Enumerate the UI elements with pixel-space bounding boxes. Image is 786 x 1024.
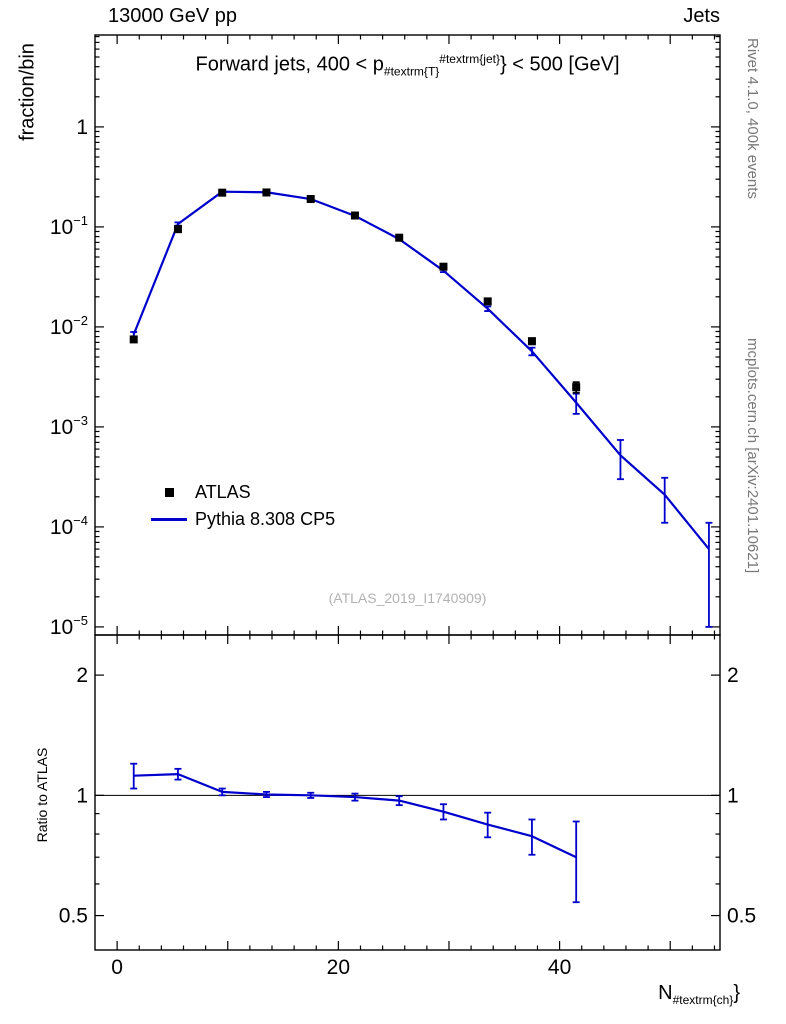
svg-text:40: 40 bbox=[548, 956, 571, 979]
svg-text:1: 1 bbox=[76, 116, 88, 139]
mc-line-marker-icon bbox=[151, 518, 187, 521]
x-axis-title-sub: #textrm{ch} bbox=[672, 993, 734, 1007]
legend-marker-cell bbox=[150, 518, 188, 521]
legend-label-mc: Pythia 8.308 CP5 bbox=[195, 509, 336, 529]
svg-text:10−2: 10−2 bbox=[50, 313, 88, 339]
plot-title: Forward jets, 400 < p#textrm{T}#textrm{j… bbox=[95, 52, 720, 79]
plot-title-suffix: } < 500 [GeV] bbox=[499, 53, 620, 76]
beam-energy-label: 13000 GeV pp bbox=[108, 5, 237, 27]
data-square-marker-icon bbox=[164, 488, 174, 497]
svg-text:1: 1 bbox=[76, 784, 88, 807]
analysis-topic-label: Jets bbox=[683, 5, 720, 27]
x-axis-title-text: N bbox=[658, 982, 673, 1004]
legend-marker-cell bbox=[150, 488, 188, 497]
svg-text:0.5: 0.5 bbox=[59, 905, 88, 928]
svg-text:10−4: 10−4 bbox=[50, 513, 88, 539]
legend-item-mc: Pythia 8.308 CP5 bbox=[150, 506, 335, 533]
svg-text:1: 1 bbox=[727, 784, 739, 807]
svg-text:10−1: 10−1 bbox=[50, 213, 88, 239]
analysis-id-watermark: (ATLAS_2019_I1740909) bbox=[328, 590, 487, 606]
plot-title-text: Forward jets, 400 < p bbox=[195, 53, 384, 76]
svg-text:0.5: 0.5 bbox=[727, 905, 756, 928]
mcplots-credit-note: mcplots.cern.ch [arXiv:2401.10621] bbox=[744, 338, 761, 574]
legend-label-data: ATLAS bbox=[195, 482, 251, 502]
svg-text:2: 2 bbox=[76, 664, 88, 687]
svg-text:20: 20 bbox=[327, 956, 350, 979]
svg-text:0: 0 bbox=[111, 956, 123, 979]
legend-item-data: ATLAS bbox=[150, 479, 335, 506]
svg-text:10−3: 10−3 bbox=[50, 413, 88, 439]
plot-title-sup: #textrm{jet} bbox=[439, 52, 500, 66]
legend: ATLAS Pythia 8.308 CP5 bbox=[150, 479, 335, 533]
rivet-version-note: Rivet 4.1.0, 400k events bbox=[744, 38, 761, 199]
plot-title-sub: #textrm{T} bbox=[383, 64, 440, 79]
x-axis-title-suffix: } bbox=[733, 982, 740, 1004]
x-axis-title: N#textrm{ch}} bbox=[95, 982, 740, 1007]
y-axis-title-ratio: Ratio to ATLAS bbox=[34, 747, 50, 843]
svg-text:10−5: 10−5 bbox=[50, 613, 88, 639]
y-axis-title-main: fraction/bin bbox=[16, 43, 39, 141]
svg-text:2: 2 bbox=[727, 664, 739, 687]
